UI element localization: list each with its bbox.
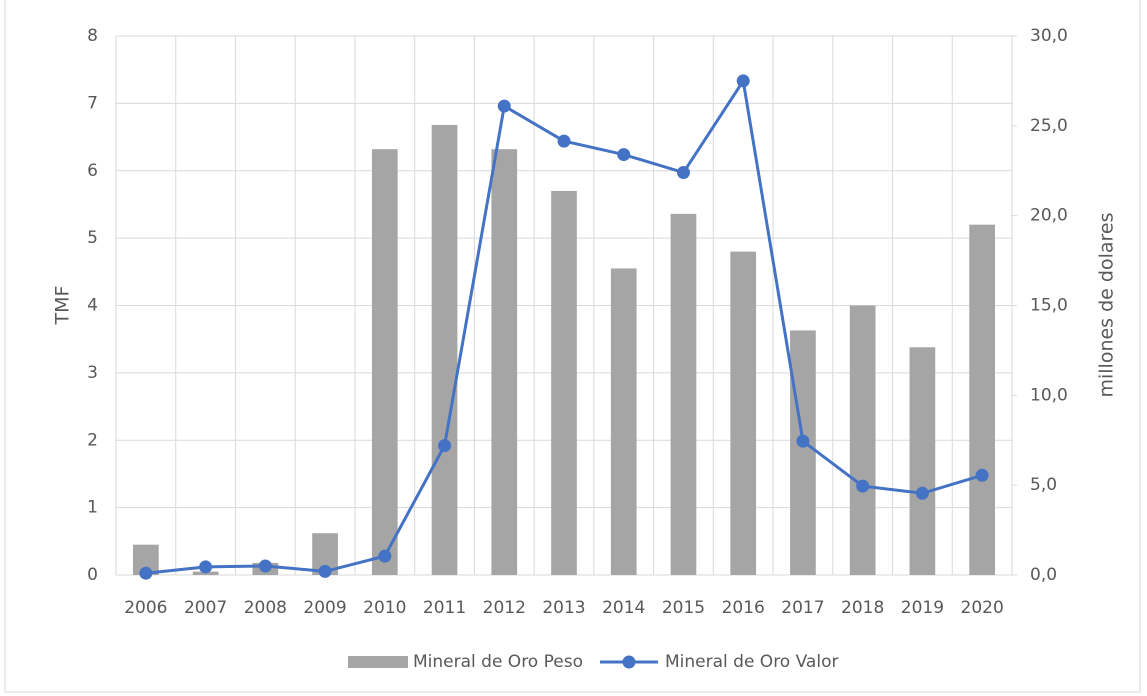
y2-tick-label: 30,0 [1030,26,1068,46]
y2-tick-label: 20,0 [1030,206,1068,226]
line-point [199,560,213,574]
y-tick-label: 1 [87,498,98,518]
x-tick-label: 2017 [781,598,824,618]
x-tick-label: 2009 [303,598,346,618]
legend-label: Mineral de Oro Peso [413,652,583,672]
y-tick-label: 6 [87,161,98,181]
line-point [915,486,929,500]
x-tick-label: 2019 [901,598,944,618]
legend-swatch-point [622,655,636,669]
x-tick-label: 2012 [483,598,526,618]
y2-axis-label: millones de dolares [1096,212,1118,397]
bar [849,305,876,575]
line-point [617,148,631,162]
line-point [378,549,392,563]
bar [790,330,816,575]
y-tick-label: 8 [87,26,98,46]
x-tick-label: 2014 [602,598,645,618]
x-tick-label: 2016 [722,598,765,618]
y2-tick-label: 25,0 [1030,116,1068,136]
line-point [796,434,810,448]
y-tick-label: 2 [87,430,98,450]
legend-label: Mineral de Oro Valor [665,652,838,672]
bar [909,347,936,575]
y2-tick-label: 15,0 [1030,296,1068,316]
line-point [438,439,452,453]
x-tick-label: 2020 [961,598,1004,618]
y-tick-label: 0 [87,565,98,585]
y-axis-label: TMF [52,286,74,326]
bar [371,149,398,575]
x-tick-label: 2018 [841,598,884,618]
x-tick-label: 2015 [662,598,705,618]
line-point [975,468,989,482]
x-tick-label: 2010 [363,598,406,618]
y-tick-label: 3 [87,363,98,383]
y2-tick-label: 0,0 [1030,565,1057,585]
line-point [318,564,332,578]
y2-tick-label: 10,0 [1030,385,1068,405]
line-point [557,134,571,148]
line-point [258,559,272,573]
bar [730,251,757,575]
x-tick-label: 2011 [423,598,466,618]
line-point [736,74,750,88]
bar [431,124,458,575]
line-point [856,479,870,493]
x-tick-label: 2008 [244,598,287,618]
line-point [676,166,690,180]
y-tick-label: 5 [87,228,98,248]
y2-tick-label: 5,0 [1030,475,1057,495]
bar [610,268,637,575]
bar [670,213,697,575]
y-tick-label: 7 [87,93,98,113]
bar [491,149,518,575]
y-tick-label: 4 [87,296,98,316]
x-tick-label: 2006 [124,598,167,618]
line-point [497,99,511,113]
x-tick-label: 2007 [184,598,227,618]
bar [969,224,995,575]
legend-swatch [348,656,408,668]
x-tick-label: 2013 [542,598,585,618]
bar [551,190,577,575]
line-point [139,566,153,580]
